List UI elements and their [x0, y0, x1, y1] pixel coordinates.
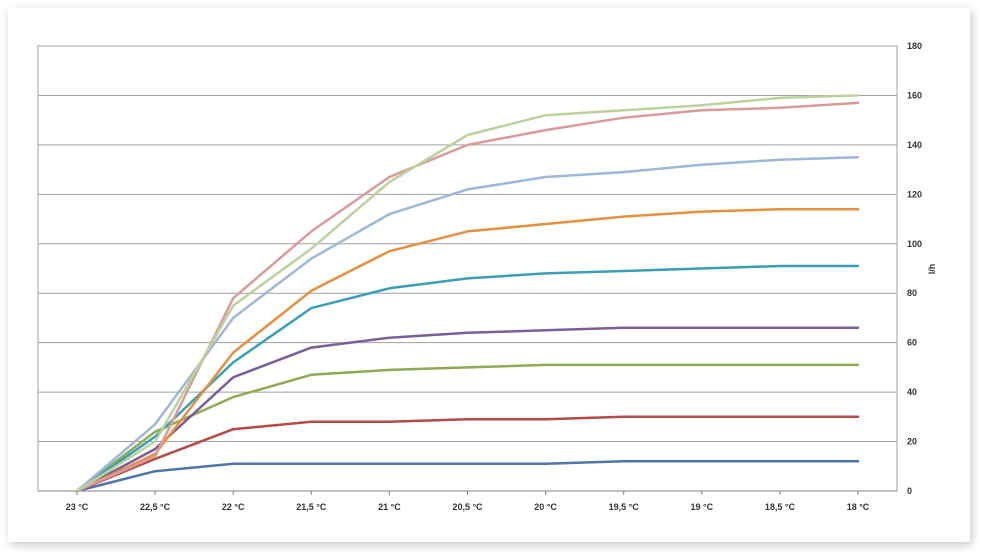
x-tick-label: 22 °C: [222, 502, 245, 512]
y-tick-label: 20: [907, 437, 917, 447]
y-tick-label: 180: [907, 41, 922, 51]
series-line-9: [75, 94, 860, 493]
x-tick-label: 18 °C: [847, 502, 870, 512]
x-tick-label: 21,5 °C: [296, 502, 327, 512]
y-tick-label: 140: [907, 140, 922, 150]
x-tick-label: 19 °C: [690, 502, 713, 512]
x-tick-label: 23 °C: [66, 502, 89, 512]
series-lines: [75, 94, 860, 493]
y-tick-label: 120: [907, 189, 922, 199]
x-tick-label: 20 °C: [534, 502, 557, 512]
series-line-4: [75, 326, 860, 493]
y-tick-label: 100: [907, 239, 922, 249]
y-tick-label: 160: [907, 90, 922, 100]
series-line-6: [75, 207, 860, 493]
series-line-7: [75, 156, 860, 493]
y-tick-labels: 0 20 40 60 80 100 120 140 160 180: [907, 41, 922, 496]
series-line-2: [75, 415, 860, 493]
x-tick-label: 22,5 °C: [140, 502, 171, 512]
y-tick-label: 40: [907, 387, 917, 397]
y-axis-label: l/h: [927, 264, 937, 275]
x-tick-label: 20,5 °C: [452, 502, 483, 512]
x-tick-label: 19,5 °C: [609, 502, 640, 512]
x-tick-label: 18,5 °C: [765, 502, 796, 512]
y-tick-label: 0: [907, 486, 912, 496]
series-line-3: [75, 363, 860, 493]
x-tick-label: 21 °C: [378, 502, 401, 512]
x-tick-labels: 23 °C 22,5 °C 22 °C 21,5 °C 21 °C 20,5 °C 20 °…: [66, 491, 870, 512]
y-tick-label: 60: [907, 338, 917, 348]
y-tick-label: 80: [907, 288, 917, 298]
series-line-1: [75, 460, 860, 493]
